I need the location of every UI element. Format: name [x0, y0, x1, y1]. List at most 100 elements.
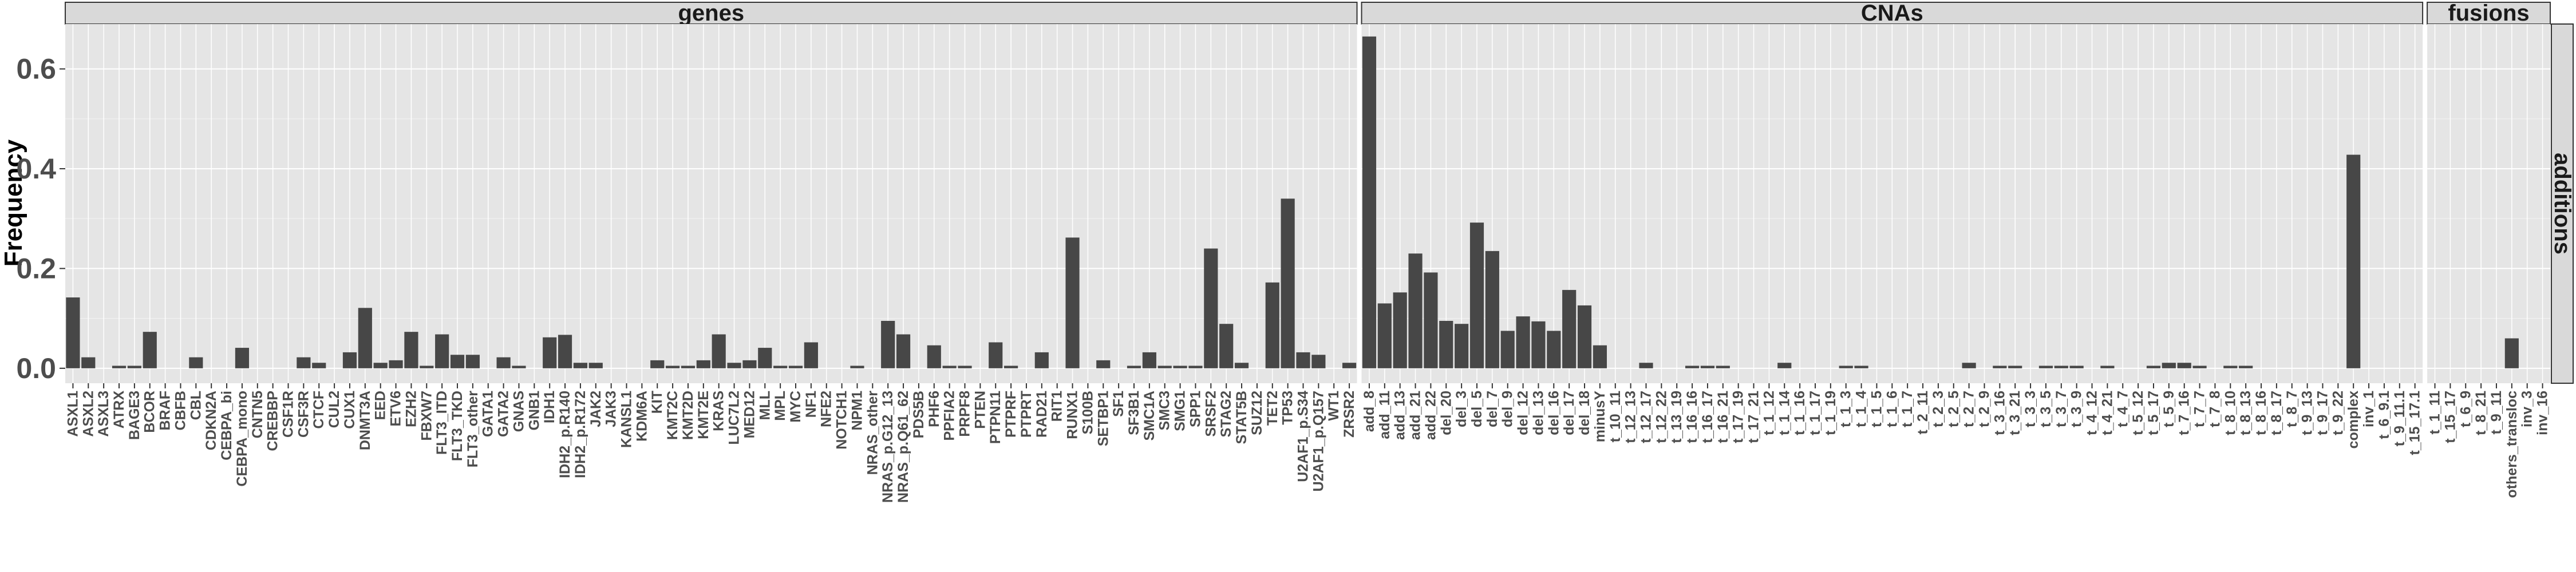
- panel-background: [65, 24, 1357, 383]
- bar: [512, 366, 526, 368]
- x-tick-label: GATA2: [496, 391, 512, 437]
- x-tick-label: minusY: [1592, 391, 1608, 443]
- bar: [1004, 366, 1018, 368]
- x-tick-label: del_3: [1453, 391, 1469, 427]
- bar: [558, 335, 572, 368]
- x-tick-label: MLL: [757, 391, 773, 420]
- bar: [1516, 316, 1530, 368]
- bar: [1485, 251, 1499, 368]
- panel-cnas: CNAsadd_8add_11add_13add_21add_22del_20d…: [1361, 1, 2424, 455]
- bar: [742, 360, 757, 368]
- x-tick-label: SMG1: [1172, 391, 1188, 431]
- x-tick-label: STAT5B: [1234, 391, 1250, 444]
- x-tick-label: t_16_17: [1700, 391, 1716, 443]
- x-tick-label: NOTCH1: [834, 391, 850, 450]
- x-tick-label: PRPF8: [957, 391, 973, 437]
- bar: [1854, 366, 1868, 368]
- bar: [942, 366, 957, 368]
- bar: [404, 332, 418, 368]
- x-tick-label: MYC: [788, 391, 804, 423]
- bar: [1547, 331, 1561, 368]
- x-tick-label: ZRSR2: [1341, 391, 1357, 438]
- x-tick-label: NRAS_p.Q61_62: [895, 391, 911, 503]
- bar: [66, 297, 80, 368]
- bar: [1408, 253, 1423, 368]
- bar: [773, 366, 788, 368]
- panel-background: [2427, 24, 2550, 383]
- row-strip: additions: [2550, 23, 2575, 384]
- bar: [1455, 324, 1469, 368]
- x-tick-label: ATRX: [111, 391, 127, 429]
- x-tick-label: JAK3: [603, 391, 619, 427]
- x-tick-label: SF3B1: [1126, 391, 1142, 435]
- x-tick-label: add_8: [1361, 391, 1377, 432]
- x-tick-label: t_1_14: [1776, 391, 1792, 435]
- x-tick-label: inv_1: [2361, 391, 2377, 427]
- bar: [543, 337, 557, 368]
- x-tick-label: inv_3: [2519, 391, 2535, 427]
- bar: [2177, 363, 2191, 368]
- x-tick-label: SETBP1: [1095, 391, 1111, 446]
- x-tick-label: RUNX1: [1065, 391, 1081, 439]
- bar: [312, 363, 326, 368]
- bar: [2223, 366, 2238, 368]
- bar: [927, 345, 941, 368]
- x-tick-label: t_12_22: [1653, 391, 1669, 443]
- x-tick-label: CUL2: [326, 391, 342, 428]
- x-tick-label: t_15_17.1: [2407, 391, 2423, 455]
- x-tick-label: t_7_16: [2176, 391, 2192, 435]
- bar: [1531, 321, 1546, 368]
- x-tick-label: t_4_12: [2084, 391, 2100, 435]
- x-tick-label: add_11: [1377, 391, 1393, 439]
- x-tick-label: t_9_11.1: [2392, 391, 2408, 446]
- x-tick-label: SPP1: [1187, 391, 1203, 427]
- bar: [1034, 352, 1049, 368]
- bar: [681, 366, 696, 368]
- x-tick-label: WT1: [1326, 391, 1342, 421]
- x-tick-label: del_12: [1515, 391, 1531, 435]
- x-tick-label: SF1: [1111, 391, 1127, 417]
- bar: [189, 357, 203, 368]
- bar: [1700, 366, 1715, 368]
- bar: [650, 360, 665, 368]
- bar: [1993, 366, 2007, 368]
- x-tick-label: PPFIA2: [942, 391, 958, 441]
- x-tick-label: CUX1: [342, 391, 358, 429]
- x-tick-label: CEBPA_bi: [219, 391, 235, 460]
- x-tick-label: del_13: [1530, 391, 1546, 435]
- x-tick-label: CTCF: [311, 391, 327, 429]
- x-tick-label: del_5: [1469, 391, 1485, 427]
- x-tick-label: t_2_3: [1930, 391, 1946, 427]
- x-tick-label: IDH2_p.R172: [572, 391, 588, 478]
- x-tick-label: KIT: [649, 391, 665, 414]
- x-tick-label: t_8_21: [2473, 391, 2489, 435]
- bar: [1685, 366, 1700, 368]
- bar: [788, 366, 803, 368]
- bar: [1716, 366, 1730, 368]
- x-tick-label: CNTN5: [250, 391, 266, 438]
- x-tick-label: CBFB: [172, 391, 188, 430]
- bar: [804, 342, 818, 368]
- bar: [2192, 366, 2207, 368]
- bar: [2239, 366, 2253, 368]
- x-tick-label: t_5_17: [2146, 391, 2162, 435]
- x-tick-label: t_8_16: [2253, 391, 2269, 435]
- bar: [496, 357, 511, 368]
- x-tick-label: t_1_6: [1884, 391, 1900, 427]
- bar: [1469, 223, 1484, 368]
- panel-genes: genes ASXL1ASXL2ASXL3ATRXBAGE3BCORBRAFCBF…: [65, 1, 1358, 503]
- bar: [958, 366, 972, 368]
- bar: [2038, 366, 2053, 368]
- x-tick-label: inv_16: [2535, 391, 2551, 435]
- x-tick-label: add_13: [1392, 391, 1408, 440]
- bar: [112, 366, 127, 368]
- y-tick-label: 0.6: [16, 53, 56, 85]
- x-tick-label: t_1_17: [1807, 391, 1823, 435]
- x-tick-label: IDH1: [542, 391, 558, 423]
- x-tick-label: t_3_7: [2053, 391, 2069, 427]
- bar: [712, 334, 726, 368]
- x-tick-label: t_12_13: [1623, 391, 1639, 443]
- bar: [1342, 363, 1357, 368]
- x-tick-label: NRAS_other: [864, 391, 880, 475]
- panel-strip-label: CNAs: [1861, 1, 1923, 26]
